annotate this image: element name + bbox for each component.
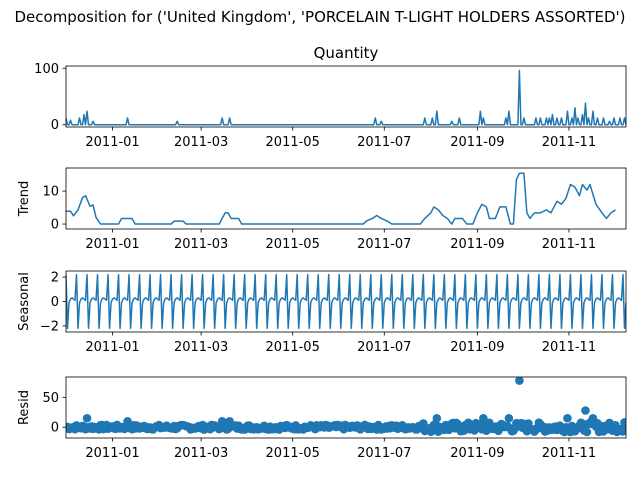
quantity-line bbox=[66, 69, 626, 126]
x-tick-label: 2011-05 bbox=[266, 237, 320, 252]
x-tick-label: 2011-01 bbox=[85, 237, 139, 252]
y-axis-label: Seasonal bbox=[17, 272, 32, 331]
x-tick-label: 2011-07 bbox=[357, 340, 411, 355]
y-tick-label: 100 bbox=[34, 62, 59, 77]
seasonal-line bbox=[66, 273, 626, 330]
series-group bbox=[66, 172, 616, 225]
x-tick-label: 2011-01 bbox=[85, 340, 139, 355]
x-tick-label: 2011-09 bbox=[450, 446, 504, 461]
axes-frame bbox=[65, 376, 627, 439]
resid-point bbox=[582, 427, 592, 437]
panel-seasonal: −2 0 2 2011-01 2011-03 2011-05 2011-07 2011-09 2… bbox=[17, 270, 627, 355]
x-tick-label: 2011-01 bbox=[85, 446, 139, 461]
y-tick-label: 0 bbox=[51, 295, 59, 310]
x-tick-label: 2011-11 bbox=[542, 340, 596, 355]
series-group bbox=[66, 377, 626, 437]
x-tick-label: 2011-11 bbox=[542, 446, 596, 461]
axes-title: Quantity bbox=[314, 44, 379, 62]
y-axis-label: Trend bbox=[17, 181, 32, 218]
panel-resid: 0 50 2011-01 2011-03 2011-05 2011-07 2011-09 20… bbox=[17, 376, 627, 461]
series-group bbox=[66, 69, 626, 126]
y-axis-label: Resid bbox=[17, 390, 32, 425]
x-tick-label: 2011-09 bbox=[450, 135, 504, 150]
series-group bbox=[66, 273, 626, 330]
x-tick-label: 2011-01 bbox=[85, 135, 139, 150]
x-tick-label: 2011-05 bbox=[266, 135, 320, 150]
axes-frame bbox=[65, 167, 627, 230]
panel-trend: 0 10 2011-01 2011-03 2011-05 2011-07 2011-09 20… bbox=[17, 167, 627, 252]
x-tick-label: 2011-07 bbox=[357, 446, 411, 461]
trend-line bbox=[66, 172, 616, 225]
x-tick-label: 2011-11 bbox=[542, 237, 596, 252]
y-tick-label: 0 bbox=[51, 421, 59, 436]
y-tick-label: 0 bbox=[51, 218, 59, 233]
x-tick-label: 2011-03 bbox=[174, 446, 228, 461]
panel-quantity: 0 100 2011-01 2011-03 2011-05 2011-07 2011-09 2… bbox=[34, 44, 627, 150]
resid-point bbox=[563, 413, 572, 423]
x-tick-label: 2011-05 bbox=[266, 446, 320, 461]
x-tick-label: 2011-03 bbox=[174, 135, 228, 150]
x-tick-label: 2011-09 bbox=[450, 340, 504, 355]
resid-point bbox=[82, 413, 92, 423]
y-tick-label: 2 bbox=[51, 271, 59, 286]
x-tick-label: 2011-09 bbox=[450, 237, 504, 252]
x-tick-label: 2011-11 bbox=[542, 135, 596, 150]
y-tick-label: 50 bbox=[42, 391, 59, 406]
resid-point bbox=[479, 413, 488, 423]
resid-point bbox=[621, 425, 626, 434]
y-tick-label: 0 bbox=[51, 118, 59, 133]
figure-title: Decomposition for ('United Kingdom', 'PO… bbox=[14, 8, 625, 26]
x-tick-label: 2011-07 bbox=[357, 237, 411, 252]
axes-frame bbox=[65, 65, 627, 128]
resid-point bbox=[504, 413, 514, 423]
y-tick-label: 10 bbox=[42, 185, 59, 200]
x-tick-label: 2011-07 bbox=[357, 135, 411, 150]
x-tick-label: 2011-05 bbox=[266, 340, 320, 355]
x-tick-label: 2011-03 bbox=[174, 237, 228, 252]
resid-point bbox=[432, 413, 442, 423]
resid-point bbox=[581, 406, 590, 415]
x-tick-label: 2011-03 bbox=[174, 340, 228, 355]
y-tick-label: −2 bbox=[40, 319, 59, 334]
resid-point bbox=[620, 418, 626, 427]
resid-point bbox=[515, 377, 524, 385]
